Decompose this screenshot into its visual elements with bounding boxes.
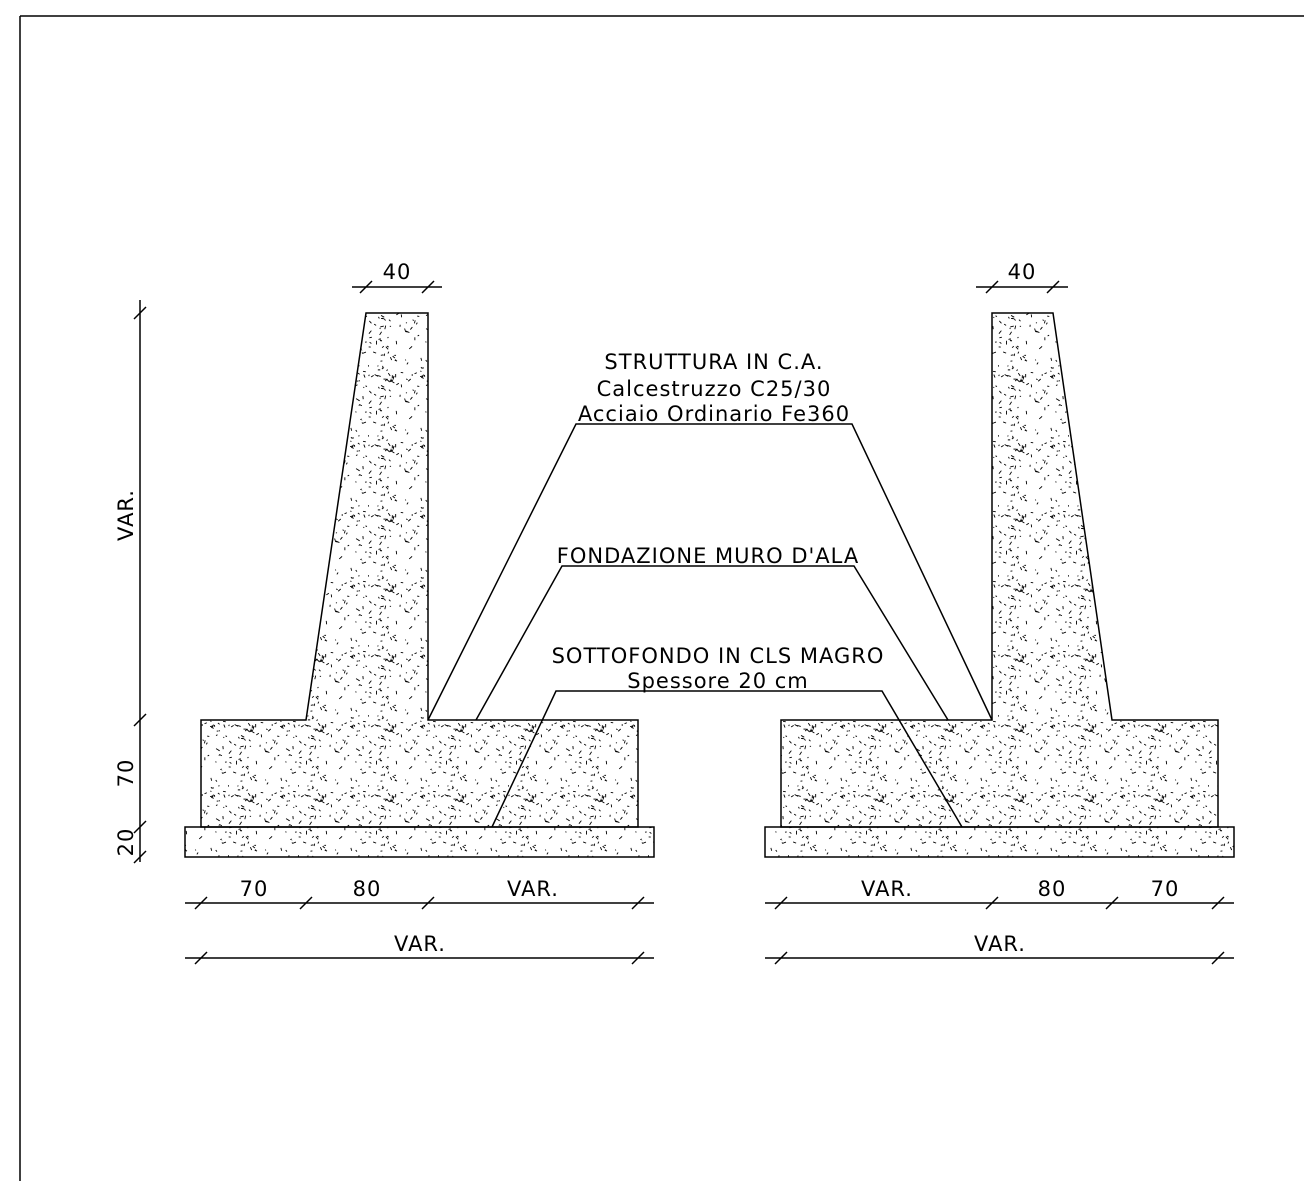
- dim-label: 20: [114, 828, 138, 857]
- dim-label: 70: [1151, 877, 1180, 901]
- dim-label: VAR.: [114, 489, 138, 541]
- right-wall: [765, 313, 1234, 857]
- drawing: 40 VAR. 70 20 70 80 VAR. VAR. 40 VAR. 80…: [0, 0, 1304, 1181]
- note: Calcestruzzo C25/30: [597, 377, 832, 401]
- dim-label: 80: [353, 877, 382, 901]
- dim-label: 80: [1038, 877, 1067, 901]
- dim-label: 40: [383, 260, 412, 284]
- dim-label: VAR.: [394, 932, 446, 956]
- dim-label: VAR.: [861, 877, 913, 901]
- dim-label: VAR.: [507, 877, 559, 901]
- dim-label: 70: [114, 759, 138, 788]
- note: STRUTTURA IN C.A.: [604, 350, 823, 374]
- note: Acciaio Ordinario Fe360: [578, 402, 850, 426]
- left-wall: [185, 313, 654, 857]
- note: FONDAZIONE MURO D'ALA: [557, 544, 859, 568]
- note: SOTTOFONDO IN CLS MAGRO: [552, 644, 885, 668]
- dim-label: 40: [1008, 260, 1037, 284]
- dim-label: 70: [240, 877, 269, 901]
- dim-label: VAR.: [974, 932, 1026, 956]
- frame: [20, 16, 1304, 1181]
- note: Spessore 20 cm: [627, 669, 808, 693]
